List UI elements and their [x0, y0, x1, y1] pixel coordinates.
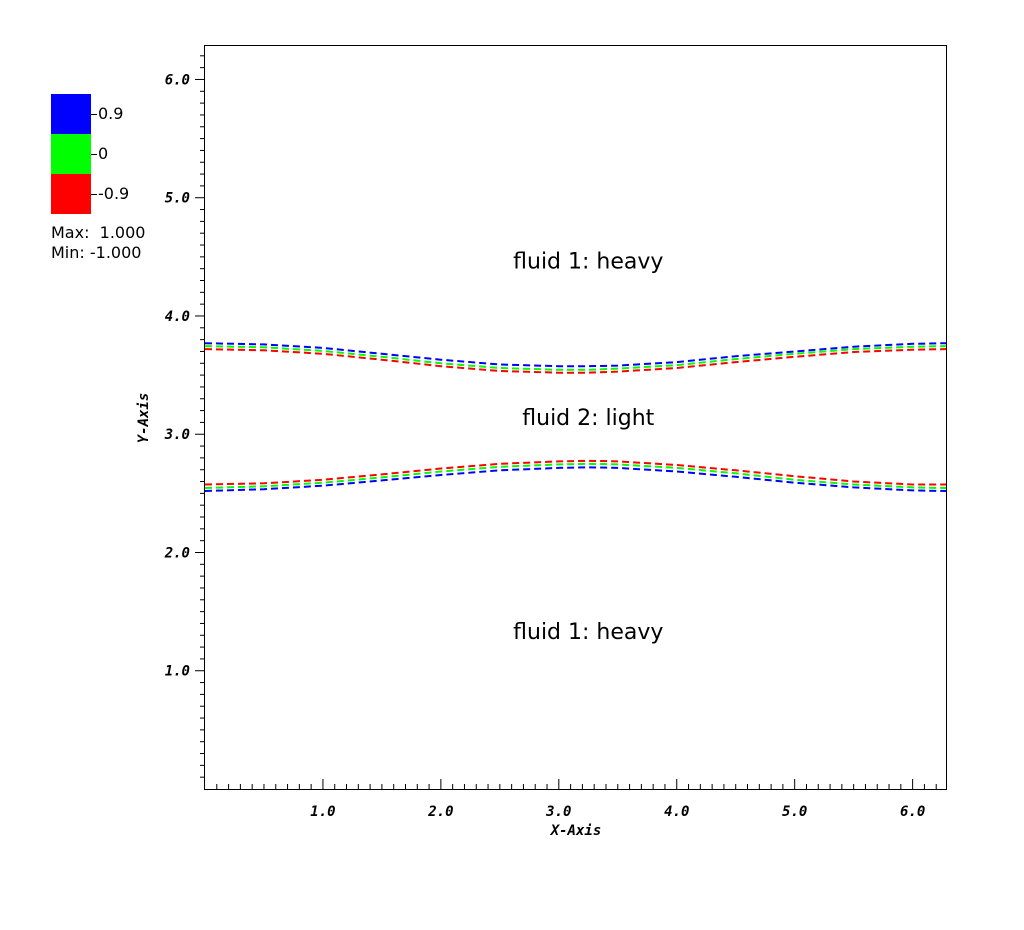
legend-min-label: Min: -1.000 — [51, 243, 142, 262]
legend-tick-low — [91, 194, 97, 195]
x-tick-label: 2.0 — [427, 804, 453, 820]
y-tick-label: 6.0 — [165, 72, 190, 88]
plot-frame — [204, 45, 947, 790]
region-label-0: fluid 1: heavy — [513, 250, 663, 275]
x-tick-label: 1.0 — [310, 804, 335, 820]
region-label-2: fluid 1: heavy — [513, 620, 663, 645]
legend-swatch-high — [51, 94, 91, 134]
series-line-3 — [204, 466, 947, 492]
legend-max-label: Max: 1.000 — [51, 223, 146, 242]
legend-label-low: -0.9 — [98, 184, 130, 203]
series-line-2 — [204, 348, 947, 374]
annotations: fluid 1: heavy fluid 2: light fluid 1: hea… — [513, 250, 663, 645]
y-tick-label: 4.0 — [165, 309, 190, 325]
x-tick-label: 5.0 — [782, 804, 807, 820]
x-tick-label: 4.0 — [664, 804, 689, 820]
series-line-5 — [204, 459, 946, 486]
y-tick-label: 3.0 — [164, 427, 190, 443]
legend-swatch-low — [51, 174, 91, 214]
tick-labels: 1.0 2.0 3.0 4.0 5.0 6.0 1.0 2.0 3.0 4.0 5.0 6.0 — [164, 72, 926, 820]
y-axis-title: Y-Axis — [136, 393, 152, 444]
series-line-1 — [204, 345, 947, 371]
y-tick-label: 5.0 — [165, 191, 190, 207]
series-line-0 — [204, 342, 947, 368]
legend-swatch-mid — [51, 134, 91, 174]
series-lines — [204, 342, 947, 492]
x-axis-title: X-Axis — [550, 823, 602, 839]
region-label-1: fluid 2: light — [522, 406, 654, 431]
legend-label-high: 0.9 — [98, 104, 124, 123]
axis-ticks — [195, 55, 937, 789]
y-tick-label: 1.0 — [165, 664, 190, 680]
series-line-4 — [204, 462, 947, 489]
legend-label-mid: 0 — [98, 144, 109, 163]
x-tick-label: 3.0 — [545, 804, 571, 820]
legend-tick-high — [91, 114, 97, 115]
y-tick-label: 2.0 — [164, 545, 190, 561]
x-tick-label: 6.0 — [900, 804, 925, 820]
legend-tick-mid — [91, 154, 97, 155]
